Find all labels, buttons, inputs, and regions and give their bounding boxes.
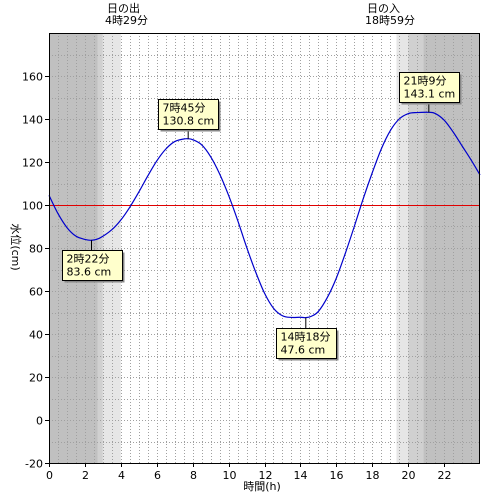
y-tick-label: 100 (22, 200, 43, 213)
callout-time: 2時22分 (67, 253, 110, 266)
x-tick-label: 6 (154, 469, 161, 482)
callout-level: 143.1 cm (404, 88, 456, 101)
x-tick-label: 14 (294, 469, 308, 482)
y-tick-label: 20 (29, 372, 43, 385)
callout-level: 47.6 cm (281, 344, 326, 357)
y-tick-label: 60 (29, 286, 43, 299)
callout-time: 14時18分 (281, 331, 331, 344)
sunrise-title: 日の出 (107, 1, 140, 15)
y-axis-label: 水位(cm) (9, 223, 23, 270)
x-tick-label: 18 (366, 469, 380, 482)
callout-time: 7時45分 (163, 102, 206, 115)
x-tick-label: 20 (402, 469, 416, 482)
x-tick-label: 2 (82, 469, 89, 482)
callout-time: 21時9分 (404, 75, 447, 88)
callout-level: 83.6 cm (67, 266, 112, 279)
callout-box (276, 328, 337, 359)
sunset-time: 18時59分 (365, 14, 415, 27)
y-tick-label: 80 (29, 243, 43, 256)
y-tick-label: 0 (36, 415, 43, 428)
sunrise-time: 4時29分 (105, 14, 148, 27)
y-tick-label: 40 (29, 329, 43, 342)
callout-box (158, 99, 219, 130)
y-tick-label: 160 (22, 71, 43, 84)
twilight-band (396, 33, 409, 463)
callout-level: 130.8 cm (163, 115, 215, 128)
x-tick-label: 4 (118, 469, 125, 482)
callout-box (399, 72, 460, 103)
y-tick-label: 120 (22, 157, 43, 170)
x-tick-label: 16 (330, 469, 344, 482)
x-tick-label: 12 (259, 469, 273, 482)
tide-curve (48, 111, 481, 319)
x-tick-label: 0 (46, 469, 53, 482)
twilight-band (102, 33, 121, 463)
callout-box (62, 250, 123, 281)
x-axis-label: 時間(h) (243, 480, 281, 493)
plot-frame (49, 33, 480, 464)
x-tick-label: 22 (438, 469, 452, 482)
x-tick-label: 8 (190, 469, 197, 482)
sunset-title: 日の入 (367, 2, 400, 15)
y-tick-label: 140 (22, 114, 43, 127)
y-tick-label: -20 (25, 458, 43, 471)
x-tick-label: 10 (223, 469, 237, 482)
